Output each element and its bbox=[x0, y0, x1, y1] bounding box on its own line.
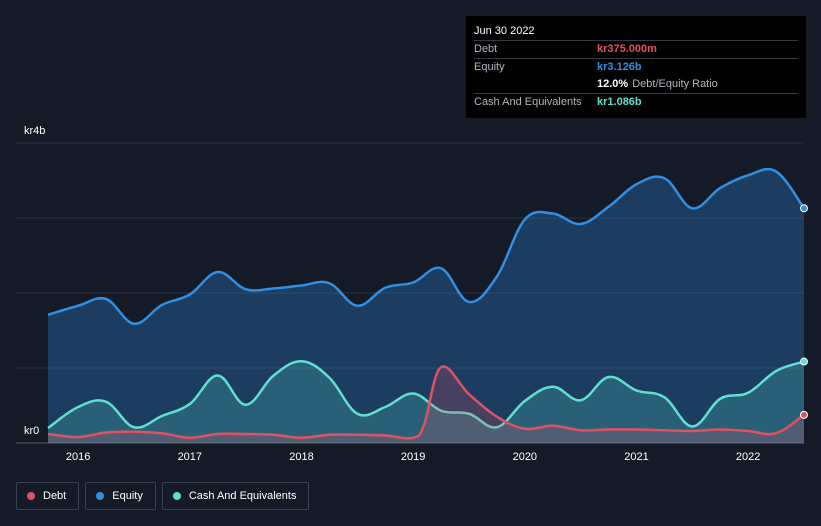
tooltip-equity-label: Equity bbox=[474, 61, 505, 73]
equity-area bbox=[48, 169, 804, 443]
legend-item-equity[interactable]: Equity bbox=[85, 482, 156, 510]
chart-legend: Debt Equity Cash And Equivalents bbox=[16, 482, 310, 510]
legend-debt-label: Debt bbox=[43, 490, 67, 502]
tooltip-date: Jun 30 2022 bbox=[474, 25, 535, 37]
y-tick-label-bottom: kr0 bbox=[24, 425, 40, 437]
x-tick-label: 2017 bbox=[178, 451, 202, 463]
x-tick-label: 2022 bbox=[736, 451, 760, 463]
tooltip-row-equity: Equity kr3.126b bbox=[474, 58, 798, 76]
tooltip-ratio-label: Debt/Equity Ratio bbox=[632, 78, 718, 90]
debt-dot-icon bbox=[27, 492, 35, 500]
debt-area bbox=[48, 366, 804, 443]
tooltip-cash-value: kr1.086b bbox=[597, 96, 642, 108]
equity-line bbox=[47, 167, 806, 325]
cash-dot-icon bbox=[172, 492, 181, 500]
marker-layer bbox=[800, 204, 808, 419]
x-tick-label: 2019 bbox=[401, 451, 425, 463]
y-tick-label-top: kr4b bbox=[24, 125, 46, 137]
grid-layer bbox=[16, 142, 804, 444]
x-tick-label: 2018 bbox=[289, 451, 313, 463]
equity-dot-icon bbox=[96, 492, 105, 500]
tooltip-equity-value: kr3.126b bbox=[597, 61, 642, 73]
tooltip-row-ratio: 12.0% Debt/Equity Ratio bbox=[474, 76, 798, 93]
cash-and-equivalents-area bbox=[48, 361, 804, 443]
x-axis-ticks: 2016 2017 2018 2019 2020 2021 2022 bbox=[66, 451, 760, 463]
series-layer bbox=[47, 167, 806, 443]
debt-line bbox=[47, 365, 805, 440]
cash-and-equivalents-line bbox=[47, 359, 805, 430]
equity-end-point bbox=[800, 204, 808, 213]
tooltip-panel: Jun 30 2022 Debt kr375.000m Equity kr3.1… bbox=[466, 16, 806, 118]
tooltip-debt-label: Debt bbox=[474, 43, 498, 55]
x-tick-label: 2016 bbox=[66, 451, 90, 463]
tooltip-ratio-spacer bbox=[474, 76, 597, 93]
tooltip-cash-label: Cash And Equivalents bbox=[474, 96, 582, 108]
cash-and-equivalents-end-point bbox=[800, 357, 808, 366]
legend-item-cash[interactable]: Cash And Equivalents bbox=[161, 482, 310, 510]
legend-cash-label: Cash And Equivalents bbox=[188, 490, 297, 502]
x-tick-label: 2021 bbox=[624, 451, 648, 463]
tooltip-debt-value: kr375.000m bbox=[597, 43, 657, 55]
legend-item-debt[interactable]: Debt bbox=[16, 482, 80, 510]
tooltip-row-cash: Cash And Equivalents kr1.086b bbox=[474, 93, 798, 111]
debt-end-point bbox=[800, 410, 808, 419]
x-tick-label: 2020 bbox=[513, 451, 537, 463]
tooltip-ratio-value: 12.0% bbox=[597, 78, 629, 90]
legend-equity-label: Equity bbox=[112, 490, 143, 502]
tooltip-row-debt: Debt kr375.000m bbox=[474, 40, 798, 58]
